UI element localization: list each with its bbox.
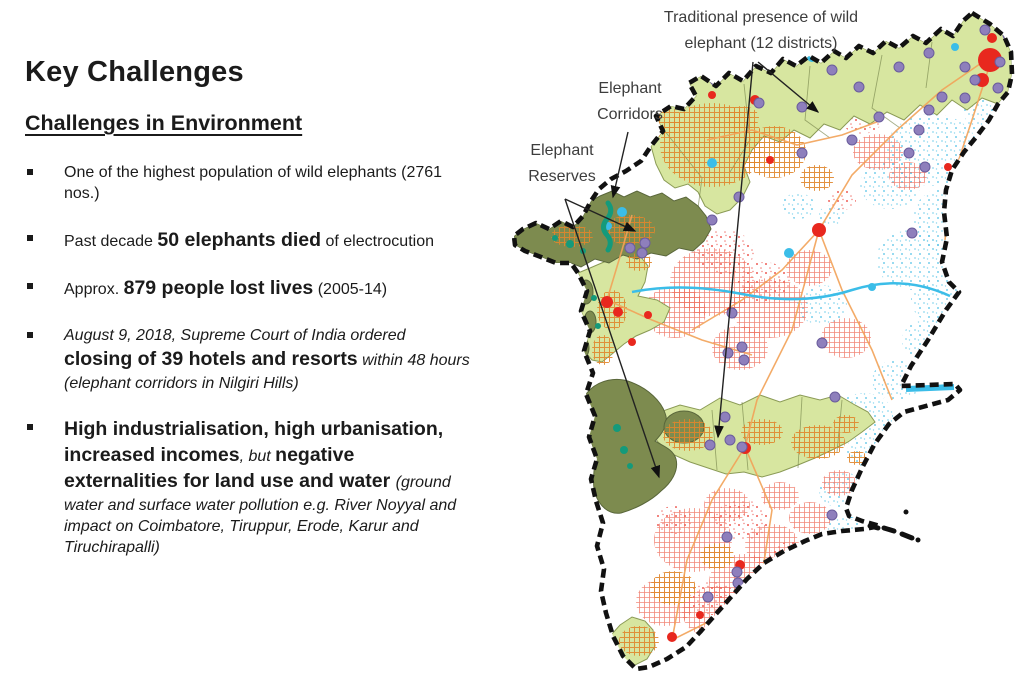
elephant-corridor-marks [552, 200, 633, 469]
coastal-lagoon [905, 384, 955, 392]
section-heading: Challenges in Environment [25, 111, 303, 135]
page-title: Key Challenges [25, 56, 244, 88]
map-panel: Traditional presence of wild elephant (1… [512, 0, 1024, 676]
bullet-item: High industrialisation, high urbanisatio… [25, 417, 472, 559]
purple-point-markers [624, 24, 1012, 603]
arrow-reserves-south [564, 198, 661, 479]
bullet-square-icon [27, 283, 33, 290]
island-chain [867, 523, 915, 541]
annotation-arrows [564, 61, 820, 479]
bullet-text: Approx. 879 people lost lives (2005-14) [64, 277, 388, 300]
arrow-corridors [610, 131, 629, 199]
island-dot [903, 509, 909, 515]
text-column: Key Challenges Challenges in Environment… [0, 0, 478, 676]
bullet-item: Approx. 879 people lost lives (2005-14) [25, 276, 472, 302]
bullet-item: August 9, 2018, Supreme Court of India o… [25, 325, 472, 393]
arrow-traditional-central [714, 61, 754, 439]
bullet-text: One of the highest population of wild el… [64, 164, 443, 203]
bullet-text: Past decade 50 elephants died of electro… [64, 228, 434, 251]
bullet-text: High industrialisation, high urbanisatio… [64, 417, 457, 557]
bullet-item: One of the highest population of wild el… [25, 162, 472, 205]
bullet-square-icon [27, 332, 33, 339]
tamil-nadu-map [512, 10, 1015, 672]
bullet-square-icon [27, 169, 33, 175]
bullet-item: Past decade 50 elephants died of electro… [25, 228, 472, 254]
bullet-list: One of the highest population of wild el… [0, 162, 478, 558]
bullet-text: August 9, 2018, Supreme Court of India o… [64, 327, 470, 392]
bullet-square-icon [27, 423, 33, 430]
arrow-traditional-north [757, 61, 820, 113]
state-boundary [512, 10, 1015, 672]
arrow-reserves-west [564, 198, 637, 232]
island-dot [915, 537, 921, 543]
bullet-square-icon [27, 234, 33, 241]
